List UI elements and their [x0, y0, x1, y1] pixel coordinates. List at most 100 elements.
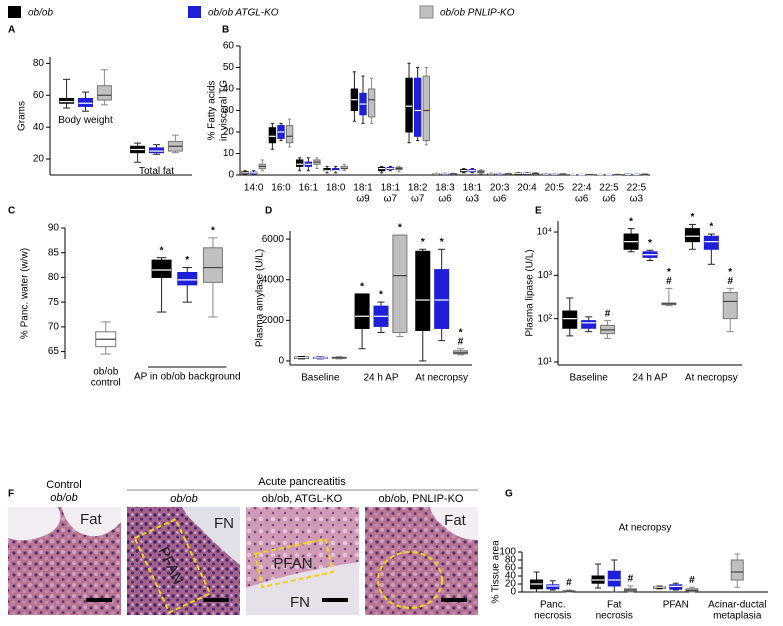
- significance-label: #: [566, 578, 572, 589]
- category-label: Baseline: [301, 373, 340, 384]
- y-tick-label: 60: [505, 563, 517, 574]
- box: [722, 292, 738, 320]
- fat-region: [430, 507, 478, 540]
- y-tick-label: 10¹: [538, 357, 553, 368]
- y-tick-label: 6000: [262, 234, 285, 245]
- y-tick-label: 10³: [538, 270, 553, 281]
- category-label: 20:3: [490, 183, 510, 194]
- y-tick-label: 70: [48, 322, 60, 333]
- image-label: Fat: [444, 512, 467, 529]
- y-tick-label: 100: [499, 547, 516, 558]
- y-axis-label: in visceral TG: [219, 80, 230, 141]
- box: [607, 570, 621, 587]
- significance-label: *: [211, 226, 215, 237]
- box: [177, 271, 198, 286]
- significance-label: #: [727, 276, 733, 287]
- significance-label: *: [379, 290, 383, 301]
- category-label: necrosis: [596, 611, 633, 622]
- pfan-outline: [133, 517, 212, 614]
- box: [354, 293, 370, 329]
- y-tick-label: 80: [48, 272, 60, 283]
- significance-label: *: [629, 216, 633, 227]
- category-label: Acinar-ductal: [708, 600, 766, 611]
- box: [546, 584, 560, 590]
- category-label: metaplasia: [713, 611, 762, 622]
- y-tick-label: 40: [505, 571, 517, 582]
- significance-label: *: [440, 237, 444, 248]
- box: [78, 97, 93, 107]
- y-tick-label: 65: [48, 346, 60, 357]
- category-label: ω3: [630, 194, 644, 205]
- category-label: ω6: [438, 194, 452, 205]
- y-tick-label: 85: [48, 247, 60, 258]
- y-tick-label: 60: [223, 41, 235, 52]
- significance-label: #: [605, 308, 611, 319]
- category-label: AP in ob/ob background: [134, 372, 241, 383]
- significance-label: *: [648, 238, 652, 249]
- panel-letter: E: [535, 206, 542, 217]
- category-label: control: [91, 378, 121, 389]
- y-tick-label: 50: [223, 62, 235, 73]
- significance-label: *: [421, 237, 425, 248]
- box: [730, 559, 744, 581]
- significance-label: #: [458, 336, 464, 347]
- category-label: 16:0: [271, 183, 291, 194]
- category-label: 14:0: [244, 183, 264, 194]
- y-axis-label: % Tissue area: [491, 540, 502, 604]
- y-tick-label: 20: [223, 127, 235, 138]
- panel-letter: D: [265, 206, 272, 217]
- category-label: 24 h AP: [363, 373, 398, 384]
- box: [684, 228, 700, 243]
- category-label: Baseline: [569, 373, 608, 384]
- category-label: Total fat: [139, 166, 174, 177]
- category-label: ω6: [575, 194, 589, 205]
- legend-label: ob/ob: [28, 8, 53, 19]
- y-tick-label: 20: [505, 579, 517, 590]
- category-label: 22:4: [572, 183, 592, 194]
- y-tick-label: 90: [48, 223, 60, 234]
- category-label: 18:2: [408, 183, 428, 194]
- scale-bar: [441, 598, 467, 602]
- box: [59, 97, 75, 104]
- column-header: ob/ob, ATGL-KO: [262, 493, 343, 505]
- pfan-outline: [254, 537, 334, 589]
- y-tick-label: 30: [223, 105, 235, 116]
- box: [703, 235, 719, 250]
- category-label: PFAN: [663, 600, 689, 611]
- y-axis-label: Grams: [17, 101, 28, 131]
- box: [367, 88, 376, 118]
- category-label: 18:0: [326, 183, 346, 194]
- category-label: necrosis: [534, 611, 571, 622]
- category-label: ω9: [356, 194, 370, 205]
- significance-label: *: [709, 222, 713, 233]
- box: [296, 159, 304, 167]
- box: [434, 269, 450, 329]
- y-tick-label: 80: [33, 58, 45, 69]
- y-axis-label: Plasma amylase (U/L): [255, 249, 266, 347]
- box: [202, 247, 223, 283]
- category-label: ω6: [493, 194, 507, 205]
- legend-swatch: [8, 6, 21, 18]
- category-label: 22:5: [599, 183, 619, 194]
- image-label: FN: [214, 515, 234, 532]
- chart-title: At necropsy: [619, 523, 672, 534]
- box: [392, 234, 408, 334]
- panel-letter: G: [505, 489, 513, 500]
- box: [151, 259, 172, 278]
- y-tick-label: 10²: [538, 313, 553, 324]
- box: [413, 77, 422, 137]
- y-tick-label: 0: [278, 356, 284, 367]
- box: [149, 147, 164, 154]
- category-label: At necropsy: [415, 373, 468, 384]
- box: [422, 75, 430, 142]
- category-label: 20:4: [517, 183, 537, 194]
- box: [268, 127, 277, 144]
- significance-label: *: [459, 327, 463, 338]
- category-label: 18:1: [353, 183, 373, 194]
- group-header: Acute pancreatitis: [258, 476, 346, 488]
- image-label: FN: [290, 594, 310, 611]
- y-tick-label: 80: [505, 555, 517, 566]
- category-label: 18:1: [463, 183, 483, 194]
- y-tick-label: 20: [33, 154, 45, 165]
